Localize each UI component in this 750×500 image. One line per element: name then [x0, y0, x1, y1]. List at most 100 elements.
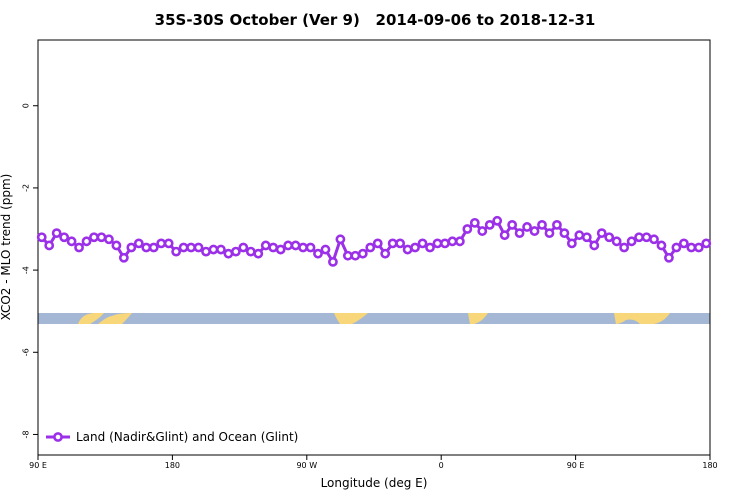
legend-label: Land (Nadir&Glint) and Ocean (Glint) [76, 430, 298, 444]
land-shape [468, 313, 488, 324]
data-point [529, 226, 540, 236]
data-point [641, 232, 652, 243]
y-tick-label: -6 [22, 348, 31, 356]
data-point [163, 238, 174, 249]
data-point [36, 232, 47, 243]
data-point [66, 236, 77, 247]
data-point [44, 240, 55, 251]
data-point [253, 248, 264, 259]
data-point [342, 250, 353, 261]
data-point [238, 242, 249, 253]
data-point [268, 242, 279, 253]
data-point [425, 242, 435, 253]
data-point [544, 228, 555, 239]
data-point [469, 217, 480, 228]
data-point [514, 228, 525, 239]
data-point [104, 234, 114, 245]
chart-title: 35S-30S October (Ver 9) 2014-09-06 to 20… [155, 11, 596, 29]
data-point [440, 238, 450, 249]
data-point [626, 236, 637, 247]
x-tick-label: 0 [439, 461, 444, 470]
data-point [133, 238, 144, 249]
data-point [678, 238, 689, 249]
data-point [686, 242, 697, 253]
data-point [335, 234, 346, 245]
data-point [156, 238, 167, 249]
data-point [462, 224, 473, 234]
data-point [350, 250, 361, 261]
data-point [656, 240, 667, 251]
data-point [581, 232, 592, 243]
data-point [216, 244, 226, 255]
data-point [701, 238, 712, 249]
data-point [454, 236, 465, 247]
plot-frame [37, 39, 711, 456]
y-tick-label: -4 [22, 266, 31, 274]
data-point [693, 242, 704, 253]
data-point [619, 242, 630, 253]
land-shape [78, 313, 132, 324]
data-point [499, 230, 510, 241]
data-point [387, 238, 398, 249]
data-point [611, 236, 622, 247]
data-point [126, 242, 137, 253]
data-point [402, 244, 413, 255]
data-point [148, 242, 159, 253]
data-point [171, 246, 182, 257]
x-tick-label: 180 [165, 461, 180, 470]
data-point [208, 244, 219, 255]
data-point [320, 244, 331, 255]
data-point [298, 242, 308, 253]
y-tick-label: 0 [22, 103, 31, 108]
data-point [522, 222, 532, 232]
data-point [380, 248, 391, 259]
data-point [201, 246, 211, 257]
data-point [357, 248, 368, 259]
land-shape [334, 313, 368, 324]
data-point [559, 228, 570, 239]
x-tick-label: 90 E [567, 461, 585, 470]
data-point [96, 232, 107, 243]
data-point [290, 240, 301, 251]
data-point [484, 220, 495, 230]
ocean-band [38, 313, 710, 324]
data-point [372, 238, 383, 249]
data-point [223, 248, 234, 259]
data-point [537, 220, 547, 230]
land-shape [614, 313, 670, 324]
data-point [634, 232, 644, 243]
data-point [59, 232, 70, 243]
data-point [589, 240, 600, 251]
data-point [395, 238, 406, 249]
y-axis-label: XCO2 - MLO trend (ppm) [0, 174, 13, 321]
data-point [141, 242, 152, 253]
data-point [51, 228, 62, 239]
data-point [507, 220, 518, 230]
data-point [111, 240, 122, 251]
x-axis-label: Longitude (deg E) [321, 476, 428, 490]
data-point [447, 236, 458, 247]
data-point [186, 242, 196, 253]
data-point [81, 236, 92, 247]
data-point [664, 252, 674, 263]
y-tick-label: -8 [22, 430, 31, 438]
land-ocean-strip [38, 313, 710, 324]
data-point [432, 238, 443, 249]
data-point [275, 244, 286, 255]
data-point [328, 256, 338, 267]
data-point [230, 246, 241, 257]
data-point [178, 242, 189, 253]
data-point [574, 230, 585, 241]
data-point [313, 248, 323, 259]
data-point [552, 220, 562, 230]
data-point [118, 252, 129, 263]
data-point [260, 240, 271, 251]
data-point [365, 242, 376, 253]
data-point [492, 215, 503, 226]
x-tick-label: 90 W [296, 461, 317, 470]
data-point [193, 242, 204, 253]
data-point [417, 238, 428, 249]
data-point [649, 234, 659, 245]
data-point [596, 228, 607, 239]
